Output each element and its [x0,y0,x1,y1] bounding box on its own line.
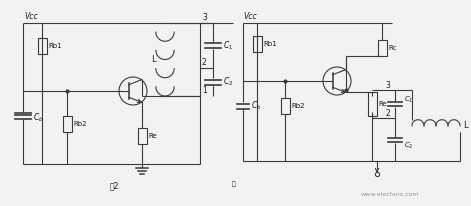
Text: www.elecfans.com: www.elecfans.com [361,192,419,197]
Text: Rb2: Rb2 [291,103,304,109]
Text: Rb2: Rb2 [73,121,87,127]
Text: L: L [463,121,468,130]
Text: 2: 2 [202,58,207,67]
Bar [138,128,146,144]
Circle shape [323,67,351,95]
Text: Rb1: Rb1 [263,41,276,47]
Bar [367,92,376,116]
Text: 2: 2 [385,109,390,118]
Text: 1: 1 [202,86,207,95]
Text: $C_2$: $C_2$ [404,140,414,151]
Bar [38,38,47,54]
Text: Vcc: Vcc [243,12,257,21]
Text: $C_2$: $C_2$ [223,76,233,88]
Text: Rc: Rc [388,45,397,51]
Text: 3: 3 [202,13,207,22]
Text: 图2: 图2 [110,181,119,190]
Text: Re: Re [148,133,157,139]
Text: 底: 底 [232,181,236,187]
Bar [377,40,387,56]
Text: $C_b$: $C_b$ [33,112,43,124]
Text: $C_1$: $C_1$ [223,39,233,52]
Circle shape [119,77,147,105]
Text: Rb1: Rb1 [48,43,62,49]
Text: $C_b$: $C_b$ [251,100,261,112]
Text: Re: Re [378,101,387,107]
Text: $C_1$: $C_1$ [404,95,414,105]
Text: Vcc: Vcc [24,12,38,21]
Text: L: L [151,55,155,64]
Bar [63,116,72,132]
Text: 3: 3 [385,82,390,90]
Bar [252,36,261,52]
Bar [281,98,290,114]
